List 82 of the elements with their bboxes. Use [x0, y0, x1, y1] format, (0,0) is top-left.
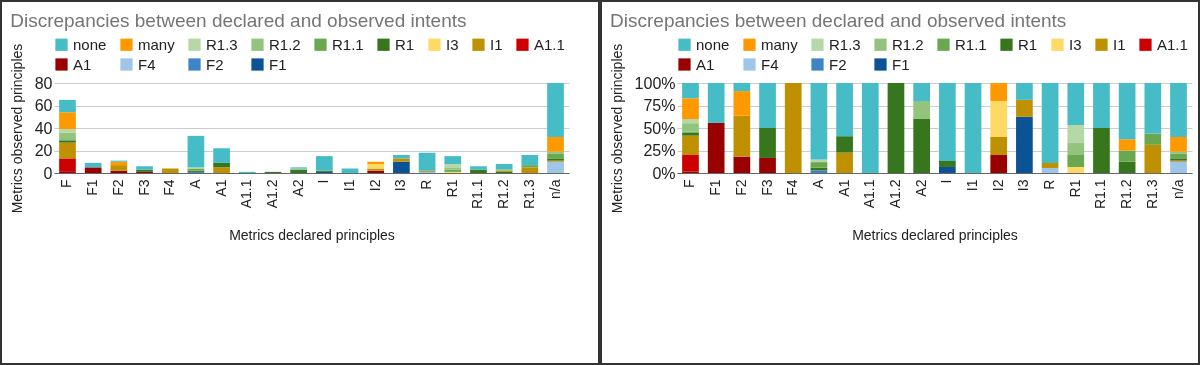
legend-label: R1	[395, 35, 415, 53]
x-tick-label: F3	[135, 179, 152, 196]
legend-label: R1.1	[955, 35, 987, 53]
y-tick-label: 20	[34, 142, 53, 159]
legend-label: A1.1	[1157, 35, 1188, 53]
legend-label: R1.3	[829, 35, 861, 53]
x-tick-label: A	[809, 178, 826, 189]
y-tick-label: 100%	[634, 74, 676, 92]
legend-label: none	[73, 35, 107, 53]
x-tick-label: R1.3	[1143, 179, 1160, 210]
x-tick-label: R1	[1066, 179, 1083, 198]
x-tick-label: n/a	[546, 179, 563, 199]
y-tick-label: 0%	[652, 164, 676, 182]
x-tick-label: A1.1	[861, 179, 878, 209]
legend-label: A1	[73, 55, 92, 73]
x-tick-label: I3	[1015, 179, 1032, 192]
x-tick-label: F	[681, 179, 698, 189]
x-axis-title: Metrics declared principles	[852, 227, 1018, 244]
x-tick-label: R1.3	[520, 179, 537, 210]
x-tick-label: I3	[392, 179, 409, 192]
x-tick-label: F4	[784, 179, 801, 196]
legend-label: A1	[696, 55, 715, 73]
legend-label: many	[761, 35, 799, 53]
legend-label: R1	[1018, 35, 1038, 53]
legend-label: R1.3	[206, 35, 238, 53]
x-tick-label: R	[1041, 179, 1058, 190]
legend-label: F1	[269, 55, 287, 73]
x-tick-label: F3	[758, 179, 775, 196]
x-tick-label: F1	[707, 179, 724, 196]
legend-label: R1.1	[332, 35, 364, 53]
x-tick-label: F	[58, 179, 75, 189]
legend-label: F1	[892, 55, 910, 73]
y-axis-title: Metrics observed principles	[8, 43, 25, 214]
y-tick-label: 80	[34, 74, 53, 92]
x-tick-label: I2	[989, 179, 1006, 192]
x-tick-label: F1	[84, 179, 101, 196]
x-axis-title: Metrics declared principles	[229, 227, 395, 244]
legend-label: none	[696, 35, 730, 53]
legend-label: R1.2	[269, 35, 301, 53]
legend-label: I1	[1113, 35, 1126, 53]
x-tick-label: I2	[366, 179, 383, 192]
chart-title: Discrepancies between declared and observed intents	[610, 10, 1067, 31]
x-tick-label: A1.2	[886, 179, 903, 209]
x-tick-label: I1	[964, 179, 981, 192]
x-tick-label: R1.2	[1118, 179, 1135, 210]
x-tick-label: F2	[732, 179, 749, 196]
x-tick-label: I	[938, 179, 955, 184]
y-axis-title: Metrics observed principles	[608, 43, 625, 214]
legend-label: many	[138, 35, 176, 53]
chart-title: Discrepancies between declared and observed intents	[10, 10, 467, 31]
legend-label: I3	[1069, 35, 1082, 53]
x-tick-label: R1.1	[1092, 179, 1109, 210]
x-tick-label: A1.1	[238, 179, 255, 209]
legend-label: R1.2	[892, 35, 924, 53]
x-tick-label: R1	[443, 179, 460, 198]
x-tick-label: A	[186, 178, 203, 189]
x-tick-label: R1.2	[495, 179, 512, 210]
x-tick-label: A2	[912, 179, 929, 197]
legend-label: F2	[206, 55, 224, 73]
x-tick-label: I	[315, 179, 332, 184]
x-tick-label: F4	[161, 179, 178, 196]
x-tick-label: A1	[212, 179, 229, 197]
x-tick-label: I1	[341, 179, 358, 192]
y-tick-label: 25%	[643, 142, 676, 159]
x-tick-label: R	[418, 179, 435, 190]
legend-label: I3	[446, 35, 459, 53]
x-tick-label: A1	[835, 179, 852, 197]
y-tick-label: 75%	[643, 97, 676, 114]
y-tick-label: 60	[34, 97, 53, 114]
y-tick-label: 50%	[643, 119, 676, 137]
x-tick-label: A1.2	[263, 179, 280, 209]
legend-label: F4	[138, 55, 156, 73]
legend-label: A1.1	[534, 35, 565, 53]
x-tick-label: A2	[289, 179, 306, 197]
y-tick-label: 0	[43, 164, 53, 182]
legend-label: F4	[761, 55, 779, 73]
legend-label: F2	[829, 55, 847, 73]
x-tick-label: R1.1	[469, 179, 486, 210]
legend-label: I1	[490, 35, 503, 53]
x-tick-label: n/a	[1169, 179, 1186, 199]
y-tick-label: 40	[34, 119, 53, 137]
x-tick-label: F2	[109, 179, 126, 196]
